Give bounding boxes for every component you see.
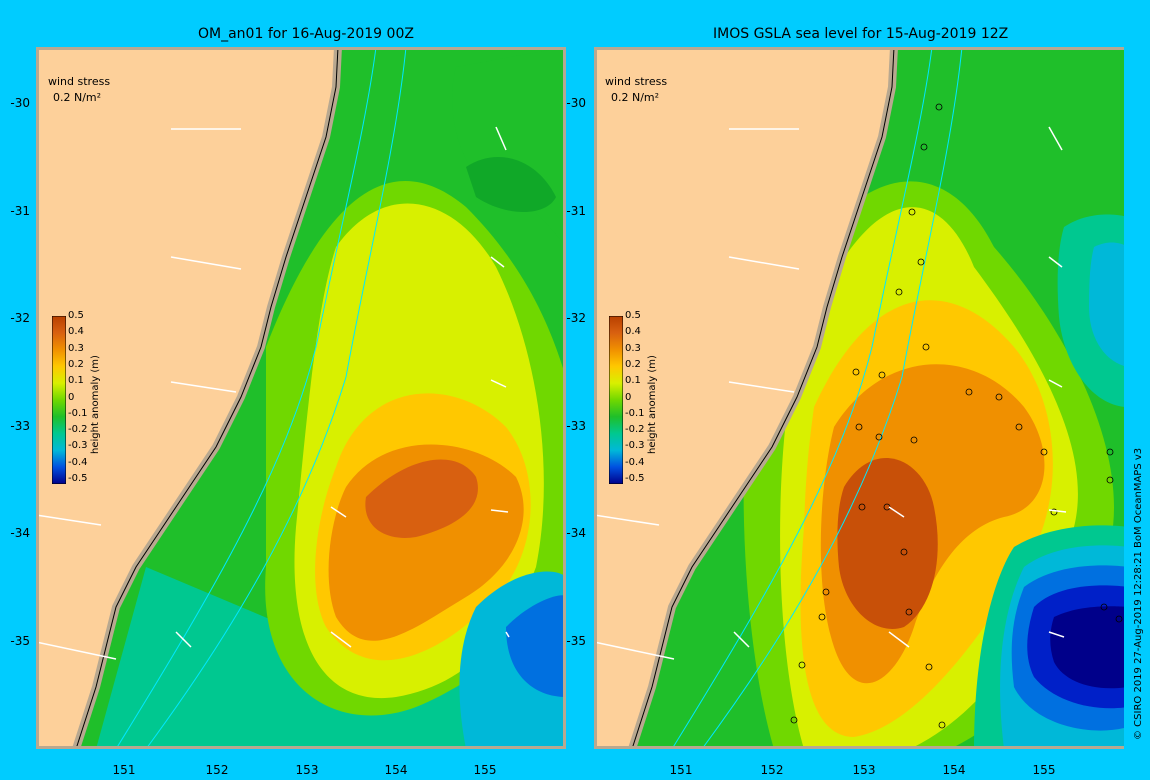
right-colorbar-title: height anomaly (m): [647, 355, 658, 454]
altimeter-observation-markers: [790, 103, 1123, 729]
left-x-tick-label: 154: [384, 763, 408, 777]
credit-text: © CSIRO 2019 27-Aug-2019 12:28:21 BoM Oc…: [1133, 447, 1144, 740]
right-colorbar: [609, 316, 623, 484]
left-colorbar-tick: 0.2: [68, 358, 84, 370]
right-y-tick-label: -33: [566, 418, 586, 433]
right-colorbar-tick: 0: [625, 391, 632, 403]
left-x-tick-label: 152: [205, 763, 229, 777]
wind-arrows: [594, 126, 1067, 660]
left-colorbar-tick: -0.4: [68, 456, 88, 468]
contour-m03: [506, 595, 566, 697]
contour-dark-ne: [466, 157, 556, 212]
right-y-tick-label: -30: [566, 96, 586, 110]
isobath-200: [115, 47, 377, 749]
right-x-tick-label: 151: [669, 763, 693, 777]
right-colorbar-tick: -0.3: [625, 440, 645, 452]
right-colorbar-tick: 0.2: [625, 358, 641, 370]
left-map-svg: [36, 47, 566, 749]
coastline-edge: [75, 47, 339, 749]
right-y-tick-label: -35: [566, 633, 586, 648]
coastline-edge: [631, 47, 895, 749]
right-colorbar-tick: -0.2: [625, 424, 645, 436]
left-colorbar-tick: 0.3: [68, 342, 84, 354]
left-wind-legend-scale: 0.2 N/m²: [53, 91, 102, 104]
left-y-tick-label: -32: [10, 311, 30, 325]
right-y-tick-label: -32: [566, 311, 586, 325]
right-wind-legend-label: wind stress: [605, 75, 668, 88]
left-wind-legend-label: wind stress: [48, 75, 111, 88]
land-mass: [594, 47, 894, 749]
wind-arrows: [36, 126, 510, 660]
right-x-tick-label: 153: [852, 763, 876, 777]
right-y-tick-label: -31: [566, 203, 586, 218]
left-y-tick-label: -31: [10, 203, 30, 218]
land-mass: [36, 47, 338, 749]
right-colorbar-tick: -0.4: [625, 456, 645, 468]
contour-05: [837, 458, 938, 629]
right-panel-title: IMOS GSLA sea level for 15-Aug-2019 12Z: [713, 26, 1009, 42]
left-colorbar: [52, 316, 66, 484]
right-colorbar-tick: -0.1: [625, 407, 645, 419]
left-y-tick-label: -35: [10, 633, 30, 648]
left-x-tick-label: 155: [473, 763, 497, 777]
left-colorbar-tick: -0.2: [68, 424, 88, 436]
contour-m05-se: [1050, 606, 1124, 689]
contour-m02-ne: [1089, 242, 1124, 366]
left-colorbar-tick: -0.5: [68, 473, 88, 484]
left-colorbar-tick: -0.3: [68, 440, 88, 452]
left-x-tick-label: 151: [112, 763, 136, 777]
right-colorbar-tick: -0.5: [625, 473, 645, 484]
left-panel-title: OM_an01 for 16-Aug-2019 00Z: [198, 26, 414, 42]
isobath-1000: [701, 47, 963, 749]
left-y-tick-label: -34: [10, 526, 30, 540]
right-colorbar-tick: 0.4: [625, 326, 641, 338]
right-wind-legend-scale: 0.2 N/m²: [611, 91, 660, 104]
right-map-svg: [594, 47, 1124, 749]
isobath-200: [671, 47, 933, 749]
left-y-tick-label: -33: [10, 418, 30, 433]
contour-05: [365, 459, 478, 538]
right-x-tick-label: 154: [942, 763, 966, 777]
right-y-tick-label: -34: [566, 526, 586, 540]
left-y-tick-label: -30: [10, 96, 30, 110]
right-colorbar-tick: 0.3: [625, 342, 641, 354]
isobath-1000: [145, 47, 407, 749]
left-colorbar-title: height anomaly (m): [90, 355, 101, 454]
left-x-tick-label: 153: [295, 763, 319, 777]
left-colorbar-tick: 0.4: [68, 326, 84, 338]
right-map-panel: [594, 47, 1124, 749]
left-colorbar-tick: 0.5: [68, 310, 84, 321]
left-map-panel: [36, 47, 566, 749]
left-colorbar-tick: 0: [68, 391, 75, 403]
left-colorbar-tick: -0.1: [68, 407, 88, 419]
left-colorbar-tick: 0.1: [68, 375, 84, 387]
right-x-tick-label: 155: [1032, 763, 1056, 777]
right-x-tick-label: 152: [760, 763, 784, 777]
right-colorbar-tick: 0.1: [625, 375, 641, 387]
right-colorbar-tick: 0.5: [625, 310, 641, 321]
